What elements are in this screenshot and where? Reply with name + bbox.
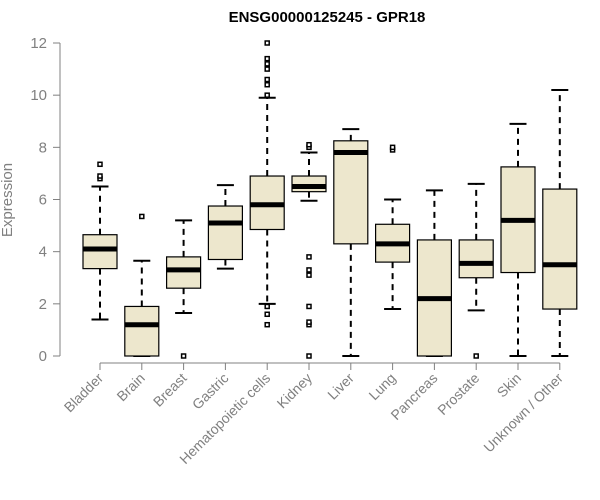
box-iqr xyxy=(207,205,243,261)
outlier-point xyxy=(306,254,312,260)
box-group xyxy=(124,213,160,357)
x-tick-label: Unknown / Other xyxy=(480,370,566,456)
y-tick-label: 4 xyxy=(39,244,47,261)
x-tick-label: Bladder xyxy=(61,370,107,416)
outlier-point xyxy=(264,40,270,46)
box-iqr xyxy=(166,256,202,289)
box-iqr xyxy=(124,305,160,357)
box-iqr xyxy=(82,234,118,270)
outlier-point xyxy=(264,61,270,67)
outlier-point xyxy=(264,92,270,98)
box-iqr xyxy=(458,239,494,279)
box-group xyxy=(249,40,285,328)
y-tick-label: 8 xyxy=(39,139,47,156)
y-tick-label: 12 xyxy=(30,35,47,52)
box-group xyxy=(166,219,202,359)
box-group xyxy=(375,144,411,311)
x-tick-label: Lung xyxy=(365,370,398,403)
x-tick-label: Liver xyxy=(324,370,357,403)
outlier-point xyxy=(97,173,103,179)
outlier-point xyxy=(264,76,270,83)
outlier-point xyxy=(139,213,145,220)
outlier-point xyxy=(306,319,312,325)
box-group xyxy=(500,122,536,357)
outlier-point xyxy=(264,81,270,88)
outlier-point xyxy=(306,353,312,359)
y-tick-label: 6 xyxy=(39,192,47,209)
outlier-point xyxy=(306,272,312,278)
outlier-point xyxy=(264,66,270,72)
x-tick-label: Skin xyxy=(494,370,525,401)
box-iqr xyxy=(333,140,369,245)
outlier-point xyxy=(473,353,479,359)
outlier-point xyxy=(264,55,270,62)
y-axis-label: Expression xyxy=(0,163,16,237)
outlier-point xyxy=(180,353,187,359)
x-tick-label: Kidney xyxy=(274,370,316,412)
outlier-point xyxy=(389,144,396,151)
outlier-point xyxy=(264,321,270,328)
outlier-point xyxy=(306,267,312,273)
box-iqr xyxy=(542,188,578,310)
box-group xyxy=(333,128,369,357)
outlier-point xyxy=(264,303,270,310)
chart-title: ENSG00000125245 - GPR18 xyxy=(229,9,426,26)
x-tick-label: Breast xyxy=(150,370,190,410)
box-group xyxy=(291,141,327,359)
x-tick-label: Brain xyxy=(113,370,147,404)
y-tick-label: 2 xyxy=(39,296,47,313)
outlier-point xyxy=(306,141,312,148)
outlier-point xyxy=(264,311,270,318)
box-group xyxy=(416,189,452,357)
box-series xyxy=(82,40,578,359)
box-group xyxy=(458,182,494,359)
y-axis: 0 2 4 6 8 10 12 xyxy=(30,35,61,365)
y-tick-label: 0 xyxy=(39,348,47,365)
outlier-point xyxy=(306,303,312,310)
outlier-point xyxy=(97,161,103,168)
y-tick-label: 10 xyxy=(30,87,47,104)
box-group xyxy=(207,184,243,270)
x-tick-label: Prostate xyxy=(434,370,482,418)
box-group xyxy=(82,161,118,321)
box-iqr xyxy=(291,175,327,193)
box-group xyxy=(542,88,578,357)
